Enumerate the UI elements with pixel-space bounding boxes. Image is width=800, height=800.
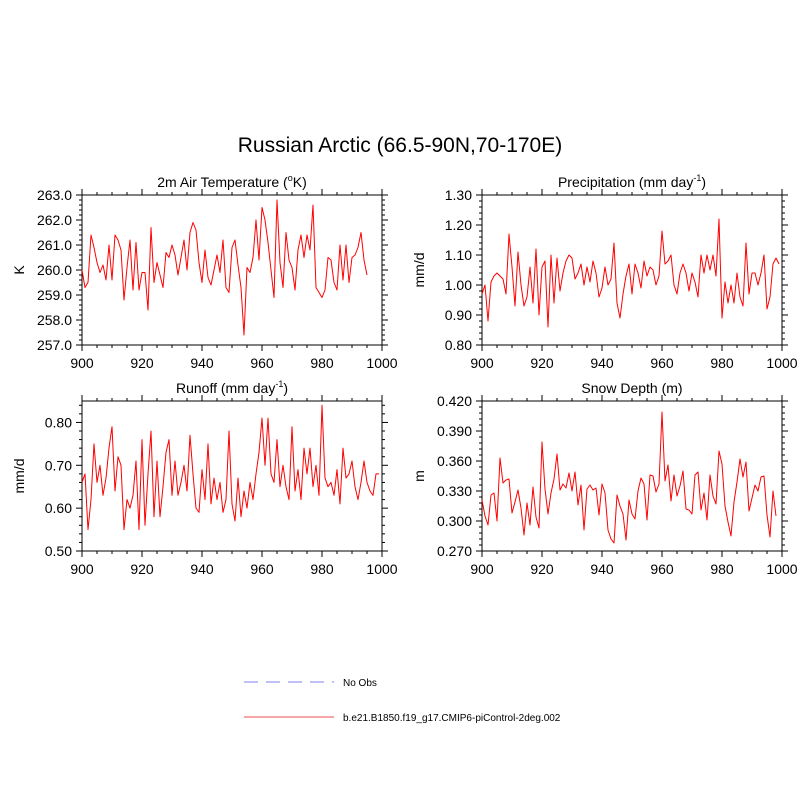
y-axis-label: K [11,265,27,275]
y-tick-label: 0.60 [45,500,72,516]
x-tick-label: 900 [70,561,94,577]
series-line-1 [81,404,379,531]
x-tick-label: 940 [590,355,614,371]
x-tick-label: 900 [470,561,494,577]
panel-title-main: 2m Air Temperature ( [157,174,288,190]
series-line-1 [481,411,777,544]
x-tick-label: 940 [190,355,214,371]
panels: 2m Air Temperature (oK) K 900 920 940 960 980 1… [11,173,798,577]
panel-title-main: Precipitation (mm day [558,174,693,190]
y-tick-label: 0.300 [437,513,472,529]
y-axis-label: mm/d [11,459,27,494]
y-tick-label: 0.90 [445,307,472,323]
y-axis-label: mm/d [411,253,427,288]
x-tick-label: 900 [470,355,494,371]
y-tick-label: 0.390 [437,423,472,439]
chart-panel-1: 2m Air Temperature (oK) K 900 920 940 960 980 1… [11,173,398,371]
y-tick-label: 0.330 [437,483,472,499]
x-tick-label: 920 [530,355,554,371]
y-tick-label: 0.270 [437,543,472,559]
x-tick-label: 940 [590,561,614,577]
y-tick-label: 262.0 [37,212,72,228]
panel-title-main: Snow Depth (m) [581,380,682,396]
y-tick-label: 257.0 [37,337,72,353]
x-tick-label: 980 [710,355,734,371]
panel-title-end: K) [293,174,307,190]
y-axis-label: m [411,470,427,482]
panel-title: Precipitation (mm day-1) [558,173,706,190]
y-tick-label: 0.70 [45,457,72,473]
y-tick-label: 258.0 [37,312,72,328]
legend-label-1: No Obs [343,678,377,689]
y-tick-label: 1.30 [445,187,472,203]
x-tick-label: 960 [650,561,674,577]
panel-title-end: ) [283,380,288,396]
panel-title: Runoff (mm day-1) [176,379,288,396]
panel-title: Snow Depth (m) [581,380,682,396]
x-tick-label: 960 [250,561,274,577]
panel-title-main: Runoff (mm day [176,380,275,396]
panel-title-superscript: o [288,173,293,183]
x-tick-label: 960 [650,355,674,371]
x-tick-label: 1000 [766,355,797,371]
y-tick-label: 0.420 [437,393,472,409]
x-tick-label: 900 [70,355,94,371]
chart-panel-2: Precipitation (mm day-1) mm/d 900 920 940 960… [411,173,798,371]
y-tick-label: 0.80 [445,337,472,353]
x-tick-label: 980 [710,561,734,577]
x-tick-label: 920 [530,561,554,577]
plot-frame [481,194,783,346]
y-tick-label: 1.00 [445,277,472,293]
series-line-1 [481,218,780,328]
x-tick-label: 940 [190,561,214,577]
x-tick-label: 920 [130,561,154,577]
y-tick-label: 260.0 [37,262,72,278]
panel-title-superscript: -1 [693,173,701,183]
x-tick-label: 980 [310,355,334,371]
legend: No Obs b.e21.B1850.f19_g17.CMIP6-piContro… [244,678,561,724]
x-tick-label: 1000 [366,561,397,577]
y-tick-label: 263.0 [37,187,72,203]
chart-panel-4: Snow Depth (m) m 900 920 940 960 980 1000 0.270 0… [411,380,798,577]
plot-frame [81,400,383,552]
figure-title: Russian Arctic (66.5-90N,70-170E) [238,134,563,157]
y-tick-label: 1.10 [445,247,472,263]
panel-title: 2m Air Temperature (oK) [157,173,306,190]
x-tick-label: 960 [250,355,274,371]
panel-title-end: ) [701,174,706,190]
x-tick-label: 1000 [366,355,397,371]
x-tick-label: 980 [310,561,334,577]
panel-title-superscript: -1 [275,379,283,389]
x-tick-label: 1000 [766,561,797,577]
y-tick-label: 261.0 [37,237,72,253]
series-line-1 [81,199,368,336]
y-tick-label: 0.360 [437,453,472,469]
y-tick-label: 259.0 [37,287,72,303]
y-tick-label: 1.20 [445,217,472,233]
x-tick-label: 920 [130,355,154,371]
y-tick-label: 0.50 [45,543,72,559]
chart-panel-3: Runoff (mm day-1) mm/d 900 920 940 960 980 1000… [11,379,398,577]
y-tick-label: 0.80 [45,414,72,430]
plot-frame [481,400,783,552]
legend-label-2: b.e21.B1850.f19_g17.CMIP6-piControl-2deg… [343,713,561,724]
